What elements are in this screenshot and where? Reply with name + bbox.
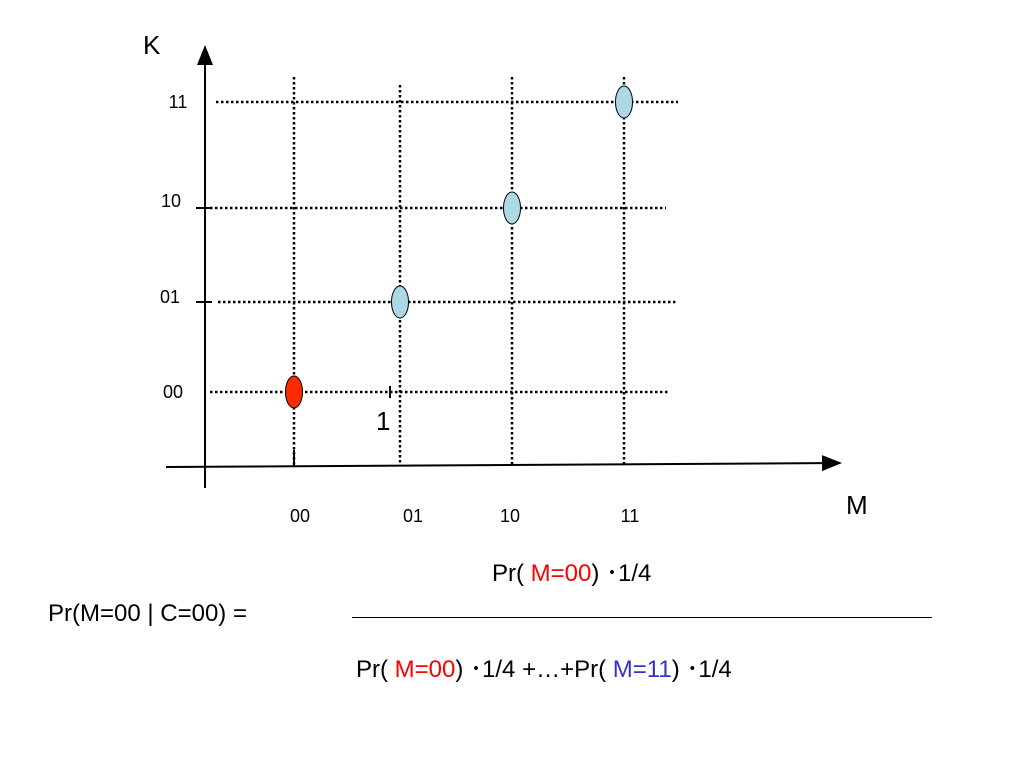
x-tick-label-11: 11 [621,506,640,526]
y-tick-label-10: 10 [161,191,181,211]
point-m10-k10 [503,191,521,225]
numerator-close: ) [591,560,607,587]
denominator-mid: ･1/4 +…+Pr( [470,656,613,683]
point-m00-k00 [285,375,303,409]
x-tick-label-00: 00 [290,506,310,526]
denominator-close2: ) [671,656,687,683]
y-tick-label-11: 11 [169,92,188,112]
fraction-bar [352,617,932,618]
point-m01-k01 [391,285,409,319]
grid-lines [210,77,678,466]
formula-denominator: Pr( M=00) ･1/4 +…+Pr( M=11) ･1/4 [356,658,732,682]
denominator-m2: M=11 [612,656,672,683]
annotation-label: 1 [376,406,390,436]
formula-lhs: Pr(M=00 | C=00) = [48,600,247,627]
numerator-m: M=00 [530,560,592,587]
denominator-times: ･1/4 [686,656,732,683]
denominator-close1: ) [455,656,471,683]
x-tick-label-01: 01 [403,506,423,526]
formula-numerator: Pr( M=00) ･1/4 [492,562,651,586]
x-tick-label-10: 10 [500,506,520,526]
points [285,85,633,409]
tick-labels: 00 01 10 11 00 01 10 11 [160,92,639,526]
y-tick-label-01: 01 [160,287,180,307]
point-m11-k11 [615,85,633,119]
y-tick-label-00: 00 [163,382,183,402]
denominator-m1: M=00 [394,656,456,683]
x-axis-label: M [846,490,868,520]
y-axis-label: K [143,30,161,60]
axes: K M 1 [143,30,868,520]
numerator-open: Pr( [492,560,531,587]
x-axis [165,455,842,472]
numerator-times: ･1/4 [606,560,652,587]
denominator-open1: Pr( [356,656,395,683]
